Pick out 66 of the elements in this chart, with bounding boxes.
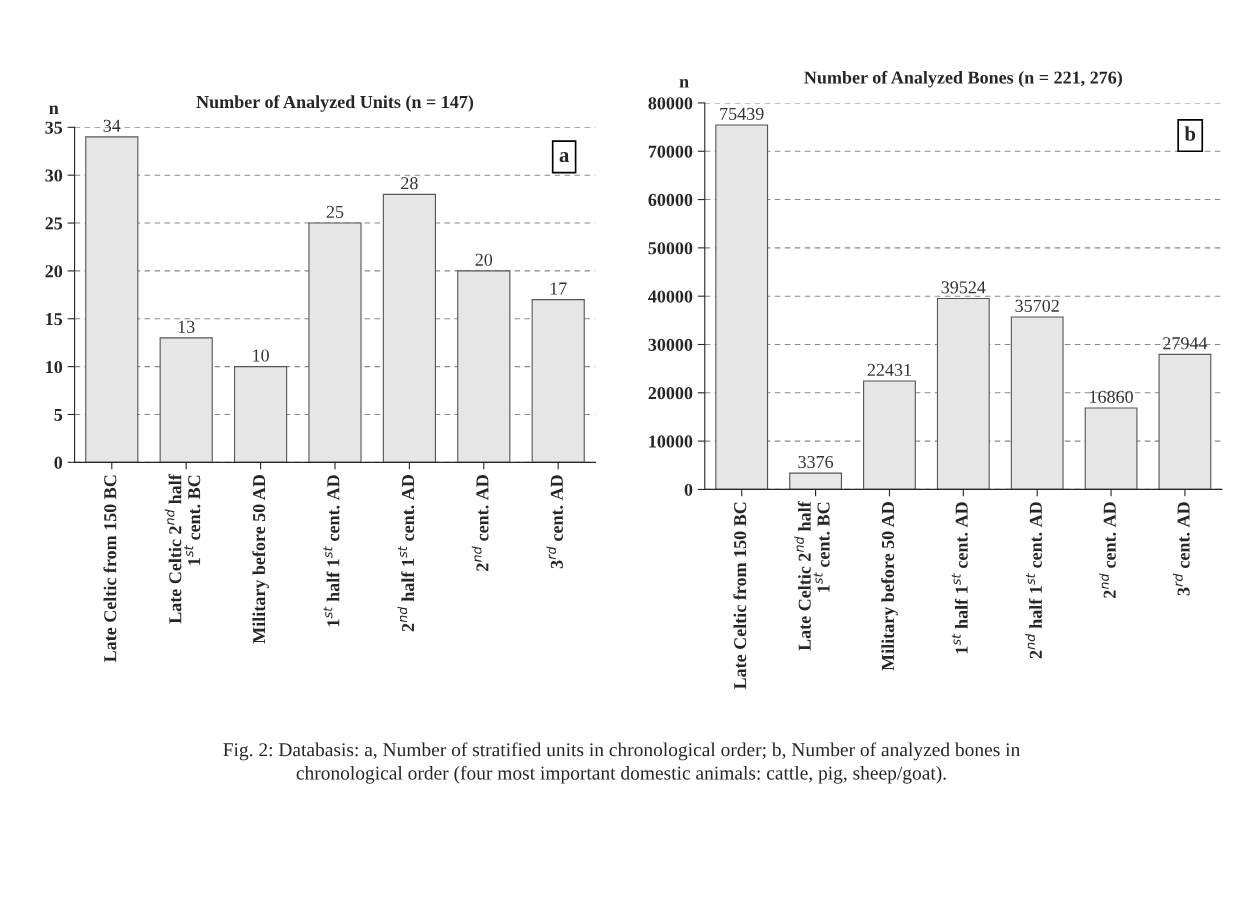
y-tick-label: 80000 (648, 97, 693, 110)
data-label: 17 (550, 282, 567, 295)
data-label: 10 (253, 349, 269, 362)
y-tick-label: 0 (684, 483, 693, 496)
x-tick-label: 2$^{nd}$ cent. AD (1099, 502, 1116, 598)
bar (457, 270, 511, 463)
y-tick-label: 25 (45, 217, 63, 230)
x-tick-label: 3$^{rd}$ cent. AD (1172, 502, 1190, 596)
bar (233, 366, 288, 463)
y-tick-label: 5 (54, 408, 63, 421)
x-tick-label: 1$^{st}$ half 1$^{st}$ cent. AD (323, 475, 340, 627)
y-tick-label: 20 (45, 265, 63, 278)
bar (159, 337, 213, 463)
bar (531, 299, 585, 463)
data-label: 3376 (798, 455, 834, 469)
bar (715, 124, 769, 490)
x-tick-label: 3$^{rd}$ cent. AD (546, 475, 563, 569)
y-axis-title: n (49, 105, 59, 114)
bar (308, 222, 362, 463)
category-label: Late Celtic 2$^{nd}$ half 1$^{st}$ cent. BC (794, 501, 830, 651)
x-tick-label: 2$^{nd}$ cent. AD (471, 475, 489, 571)
x-tick-label: Late Celtic from 150 BC (733, 502, 747, 690)
bar (85, 136, 139, 463)
bar (1010, 316, 1064, 490)
data-label: 16860 (1090, 390, 1133, 403)
data-label: 35702 (1015, 299, 1059, 312)
y-tick-label: 30 (45, 169, 63, 182)
x-tick-label: 2$^{nd}$ half 1$^{st}$ cent. AD (397, 475, 415, 632)
x-tick-label: Military before 50 AD (252, 475, 269, 644)
data-label: 22431 (867, 363, 911, 376)
data-label: 13 (178, 320, 195, 333)
category-label: Late Celtic 2$^{nd}$ half 1$^{st}$ cent. BC (164, 474, 201, 624)
annotation: a (559, 152, 570, 163)
y-tick-label: 0 (54, 456, 63, 469)
bar (789, 472, 842, 490)
y-tick-label: 30000 (648, 338, 693, 351)
y-tick-label: 15 (46, 313, 63, 326)
data-label: 27944 (1163, 337, 1208, 350)
bar (1084, 407, 1138, 490)
y-tick-label: 20000 (648, 387, 693, 400)
data-label: 75439 (720, 107, 764, 120)
chart-title: Number of Analyzed Units (n = 147) (196, 95, 474, 112)
bar (382, 193, 436, 463)
bar (1158, 353, 1212, 490)
data-label: 20 (475, 253, 493, 266)
y-axis-title: n (679, 78, 689, 88)
bar (936, 297, 990, 490)
caption: Fig. 2: Databasis: a, Number of stratified units in chronological order; b, Number of analyzed bones in chronological order (four most important domestic animals: cattle, pig, sheep/goat). (223, 742, 1020, 784)
y-tick-label: 10 (46, 360, 63, 374)
data-label: 39524 (941, 281, 986, 294)
data-label: 25 (326, 205, 344, 218)
y-tick-label: 60000 (648, 193, 693, 207)
bar (863, 380, 916, 490)
y-tick-label: 50000 (648, 242, 693, 255)
x-tick-label: 1$^{st}$ half 1$^{st}$ cent. AD (951, 502, 968, 654)
y-tick-label: 40000 (648, 290, 693, 303)
y-tick-label: 70000 (648, 145, 693, 158)
y-tick-label: 10000 (649, 435, 693, 448)
annotation: b (1184, 126, 1196, 141)
data-label: 34 (103, 119, 121, 132)
x-tick-label: Military before 50 AD (881, 502, 898, 671)
data-label: 28 (401, 177, 418, 190)
x-tick-label: 2$^{nd}$ half 1$^{st}$ cent. AD (1025, 502, 1042, 659)
chart-title: Number of Analyzed Bones (n = 221, 276) (804, 70, 1122, 88)
y-tick-label: 35 (45, 121, 63, 134)
x-tick-label: Late Celtic from 150 BC (103, 475, 117, 663)
